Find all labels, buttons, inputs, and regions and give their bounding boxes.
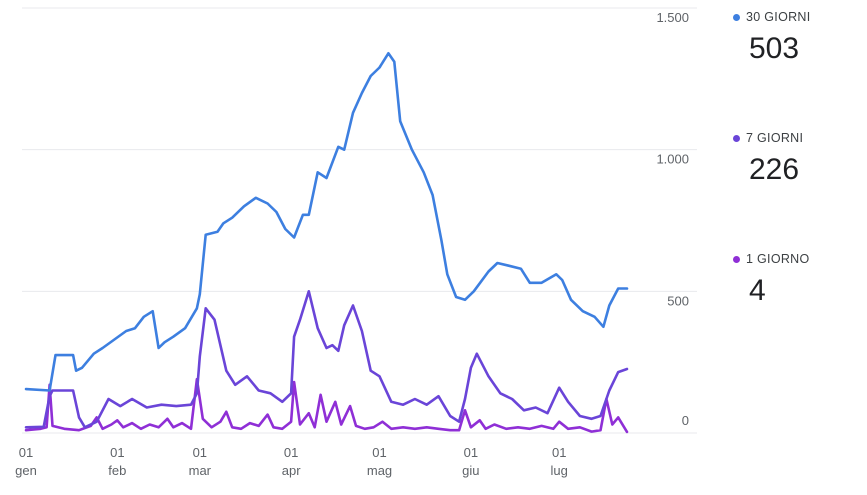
legend-30-giorni-value: 503	[749, 32, 800, 65]
x-tick-feb: 01 feb	[108, 445, 126, 478]
x-tick-month-label: apr	[282, 463, 301, 478]
x-tick-apr: 01 apr	[282, 445, 301, 478]
x-tick-month-label: lug	[551, 463, 568, 478]
x-tick-day-label: 01	[552, 445, 566, 460]
series-line-30-giorni	[24, 51, 629, 392]
x-tick-giu: 01 giu	[462, 445, 479, 478]
x-tick-day-label: 01	[110, 445, 124, 460]
x-tick-day-label: 01	[284, 445, 298, 460]
legend-7-giorni-value: 226	[749, 153, 800, 186]
x-tick-month-label: gen	[15, 463, 37, 478]
series-lines	[24, 51, 629, 434]
x-tick-gen: 01 gen	[15, 445, 37, 478]
y-tick-label: 1.500	[656, 10, 689, 25]
gridlines	[22, 7, 697, 434]
legend-7-giorni-label: 7 GIORNI	[746, 131, 804, 145]
series-line-1-giorno	[24, 377, 629, 434]
legend-30-giorni-label: 30 GIORNI	[746, 10, 811, 24]
y-tick-label: 0	[682, 413, 689, 428]
x-tick-day-label: 01	[193, 445, 207, 460]
x-tick-month-label: feb	[108, 463, 126, 478]
legend-1-giorno-value: 4	[749, 274, 766, 307]
legend-30-giorni: 30 GIORNI 503	[733, 10, 863, 64]
x-tick-day-label: 01	[19, 445, 33, 460]
legend-1-giorno-label: 1 GIORNO	[746, 252, 810, 266]
x-tick-mar: 01 mar	[189, 445, 212, 478]
series-line-7-giorni	[24, 289, 629, 429]
y-tick-label: 500	[667, 293, 689, 308]
y-tick-label: 1.000	[656, 152, 689, 167]
x-tick-month-label: mag	[367, 463, 392, 478]
x-tick-month-label: giu	[462, 463, 479, 478]
legend-7-giorni: 7 GIORNI 226	[733, 131, 863, 185]
x-axis-ticks: 01 gen 01 feb 01 mar 01 apr 01 mag 01 giu 01 lug	[15, 445, 568, 478]
x-tick-mag: 01 mag	[367, 445, 392, 478]
legend-30-giorni-dot	[733, 13, 740, 21]
x-tick-lug: 01 lug	[551, 445, 568, 478]
legend-7-giorni-dot	[733, 134, 740, 142]
x-tick-day-label: 01	[464, 445, 478, 460]
legend-1-giorno-dot	[733, 255, 740, 263]
y-axis-ticks: 0 500 1.000 1.500	[656, 10, 689, 428]
x-tick-day-label: 01	[372, 445, 386, 460]
x-tick-month-label: mar	[189, 463, 212, 478]
legend-1-giorno: 1 GIORNO 4	[733, 252, 863, 306]
